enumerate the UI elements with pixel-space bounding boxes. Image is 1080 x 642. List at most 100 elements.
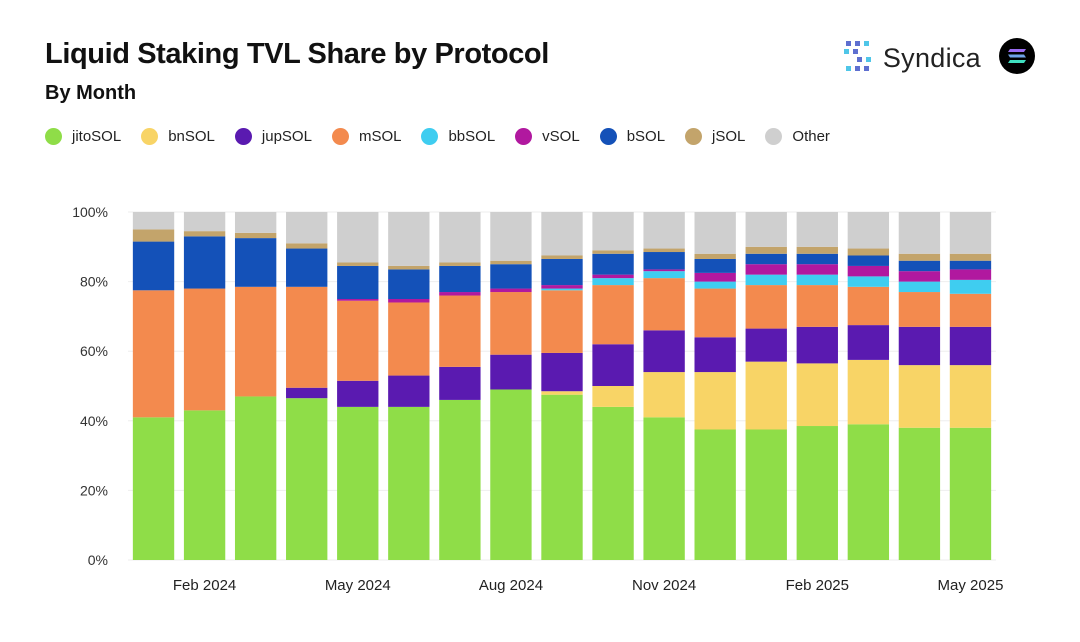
bar-segment-bbsol (949, 279, 992, 294)
bar-segment-other (949, 212, 992, 254)
bar-segment-jitosol (132, 417, 175, 560)
bar-segment-jsol (439, 262, 481, 266)
bar-segment-jupsol (286, 387, 328, 399)
bar-segment-bnsol (745, 361, 787, 430)
bar-segment-other (643, 212, 685, 249)
bar-segment-jitosol (490, 389, 532, 560)
bar-segment-bsol (183, 236, 226, 289)
bar-segment-vsol (694, 272, 736, 282)
bar-segment-vsol (337, 299, 379, 301)
x-tick-label: Feb 2025 (786, 577, 849, 594)
bar-segment-jitosol (183, 410, 226, 560)
bar-segment-other (541, 212, 583, 256)
brand-name: Syndica (882, 43, 981, 73)
legend-item-jupsol: jupSOL (234, 128, 312, 145)
solana-logo-icon (999, 38, 1035, 79)
bar-segment-other (132, 212, 175, 230)
legend-item-other: Other (765, 128, 830, 145)
legend-label: jupSOL (261, 128, 312, 145)
bar-segment-bsol (439, 265, 481, 293)
legend-item-jsol: jSOL (685, 128, 745, 145)
bar-segment-jupsol (439, 366, 481, 400)
bar-segment-jsol (337, 262, 379, 266)
legend-label: Other (792, 128, 830, 145)
bar-segment-jitosol (337, 406, 379, 560)
bar-segment-jsol (541, 255, 583, 259)
y-tick-label: 80% (80, 274, 108, 290)
bar-segment-bbsol (847, 276, 890, 287)
bar-segment-bbsol (745, 274, 787, 286)
bar-segment-other (337, 212, 379, 263)
bar-segment-bsol (234, 238, 277, 287)
bar-segment-vsol (643, 269, 685, 272)
bar-segment-bsol (847, 255, 890, 266)
legend-swatch (234, 128, 252, 145)
chart-subtitle: By Month (45, 82, 137, 104)
y-tick-label: 0% (88, 552, 108, 568)
brand: Syndica (843, 38, 1035, 79)
legend-item-bsol: bSOL (599, 128, 666, 145)
bar-segment-msol (847, 286, 890, 326)
bar-segment-other (286, 212, 328, 244)
bar-segment-msol (490, 292, 532, 355)
bar-segment-msol (234, 286, 277, 397)
bar-segment-jitosol (745, 429, 787, 560)
bar-segment-bbsol (541, 288, 583, 291)
bar-segment-jsol (132, 229, 175, 242)
bar-segment-bnsol (847, 359, 890, 425)
bar-segment-jitosol (234, 396, 277, 560)
legend-item-msol: mSOL (331, 128, 401, 145)
legend-label: bSOL (626, 128, 666, 145)
bar-segment-bsol (949, 260, 992, 270)
bar-segment-vsol (898, 271, 941, 282)
bar-segment-bsol (541, 258, 583, 286)
bar-segment-bsol (796, 253, 838, 265)
bar-segment-jitosol (898, 427, 941, 560)
bar-segment-jupsol (541, 352, 583, 392)
bar-segment-jsol (234, 232, 277, 239)
bar-segment-vsol (745, 264, 787, 275)
bar-segment-jitosol (439, 399, 481, 560)
bar-segment-bbsol (898, 281, 941, 293)
bar-segment-jupsol (592, 344, 634, 386)
legend-item-bbsol: bbSOL (421, 128, 495, 145)
bar-segment-jupsol (796, 326, 838, 364)
bar-segment-other (847, 212, 890, 249)
bar-segment-jupsol (643, 330, 685, 373)
bar-segment-msol (337, 300, 379, 381)
legend-item-bnsol: bnSOL (141, 128, 215, 145)
bar-segment-jupsol (337, 380, 379, 407)
bar-segment-bsol (898, 260, 941, 272)
bar-segment-jitosol (643, 417, 685, 560)
legend-swatch (45, 128, 62, 145)
bar-segment-bbsol (796, 274, 838, 286)
y-tick-label: 100% (72, 204, 108, 220)
bar-segment-bnsol (592, 386, 634, 407)
bar-segment-msol (183, 288, 226, 411)
legend-item-vsol: vSOL (515, 128, 580, 145)
legend-item-jitosol: jitoSOL (45, 128, 121, 145)
bar-segment-msol (592, 285, 634, 345)
bar-segment-jitosol (847, 424, 890, 560)
legend-swatch (141, 128, 159, 145)
bar-segment-bbsol (643, 271, 685, 279)
bar-segment-msol (694, 288, 736, 338)
bar-segment-jsol (183, 231, 226, 237)
bar-segment-vsol (439, 292, 481, 296)
bar-segment-vsol (490, 288, 532, 293)
bar-segment-jitosol (592, 406, 634, 560)
bar-segment-jupsol (745, 328, 787, 362)
bar-segment-bnsol (541, 391, 583, 395)
y-tick-label: 60% (80, 343, 108, 359)
bar-segment-jupsol (949, 326, 992, 366)
bar-segment-jupsol (847, 325, 890, 360)
bar-segment-jsol (286, 243, 328, 249)
bar-segment-jitosol (796, 426, 838, 560)
bar-segment-other (388, 212, 430, 266)
bar-segment-bnsol (796, 363, 838, 427)
legend-swatch (331, 128, 349, 145)
bar-segment-bsol (643, 252, 685, 270)
bar-segment-jitosol (388, 406, 430, 560)
bar-segment-msol (745, 285, 787, 329)
x-tick-label: Nov 2024 (632, 577, 696, 594)
